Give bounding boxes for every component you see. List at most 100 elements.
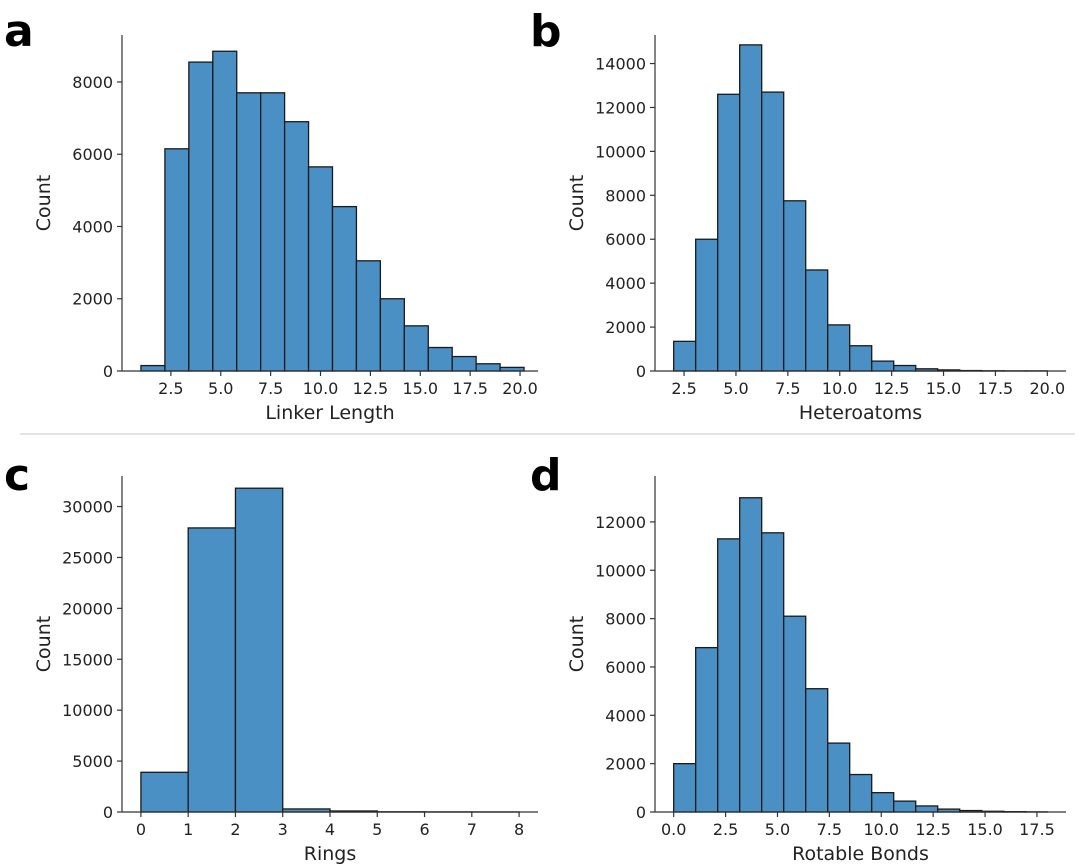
bar (188, 61, 214, 372)
x-tick-label: 15.0 (926, 379, 962, 398)
bar (849, 773, 873, 813)
x-tick-label: 17.5 (978, 379, 1014, 398)
bar (236, 92, 262, 372)
bar (761, 91, 785, 372)
y-tick-label: 8000 (605, 186, 646, 205)
x-tick-label: 10.0 (863, 820, 899, 839)
bar (783, 200, 807, 372)
bar (805, 269, 829, 372)
y-tick-label: 0 (636, 362, 646, 381)
bar (164, 148, 190, 372)
x-tick-label: 5.0 (208, 379, 233, 398)
y-axis-label: Count (566, 616, 588, 672)
bar (673, 340, 697, 372)
x-tick-label: 0 (136, 820, 146, 839)
y-axis-label: Count (566, 175, 588, 231)
y-tick-label: 2000 (605, 755, 646, 774)
chart-panel-d: d 0.0 2.5 5.0 7.5 10.0 12.5 15.0 17.5 0 2000 4000 60… (530, 450, 1066, 865)
y-tick-label: 6000 (605, 658, 646, 677)
chart-panel-b: b 2.5 5.0 7.5 10.0 12.5 15.0 17.5 20.0 0 2000 4000 6… (530, 6, 1066, 424)
x-axis-label: Rotable Bonds (792, 843, 929, 865)
bar (805, 688, 829, 813)
bar (427, 346, 453, 372)
bar (379, 298, 405, 372)
chart-panel-a: a 2.5 5.0 7.5 10.0 12.5 15.0 17.5 20.0 0 2000 4000 6… (4, 6, 538, 424)
bar (871, 360, 895, 372)
bar (212, 50, 238, 372)
y-tick-label: 12000 (595, 98, 646, 117)
bar (739, 44, 763, 372)
x-tick-label: 20.0 (502, 379, 538, 398)
bar (827, 742, 851, 813)
x-tick-label: 12.5 (353, 379, 389, 398)
x-tick-label: 5.0 (765, 820, 790, 839)
chart-panel-c: c 0 1 2 3 4 5 6 7 8 0 5000 10000 15000 20000 25000 30000… (4, 450, 538, 865)
x-tick-label: 6 (419, 820, 429, 839)
x-axis-label: Linker Length (265, 402, 394, 424)
y-tick-label: 25000 (62, 548, 113, 567)
x-tick-label: 10.0 (822, 379, 858, 398)
x-tick-label: 17.5 (1019, 820, 1055, 839)
bar (783, 615, 807, 813)
x-tick-label: 5.0 (723, 379, 748, 398)
y-tick-label: 2000 (72, 290, 113, 309)
bar (475, 363, 501, 372)
bar (761, 532, 785, 813)
x-tick-label: 7.5 (817, 820, 842, 839)
bar (234, 487, 284, 813)
y-tick-label: 0 (636, 803, 646, 822)
x-tick-label: 5 (372, 820, 382, 839)
y-tick-label: 20000 (62, 599, 113, 618)
y-tick-label: 8000 (72, 73, 113, 92)
y-tick-label: 6000 (605, 230, 646, 249)
bar (893, 800, 917, 813)
bar (673, 763, 697, 813)
x-tick-label: 8 (514, 820, 524, 839)
bar (355, 260, 382, 372)
panel-letter-d: d (530, 450, 562, 501)
bar (893, 364, 917, 372)
y-tick-label: 4000 (72, 217, 113, 236)
bar (717, 538, 741, 813)
bar (307, 166, 334, 372)
x-axis-label: Heteroatoms (799, 402, 922, 424)
x-tick-label: 4 (325, 820, 335, 839)
bar (187, 527, 237, 813)
bar (260, 92, 286, 372)
bar (331, 205, 358, 372)
y-axis-label: Count (33, 616, 55, 672)
y-tick-label: 4000 (605, 274, 646, 293)
bar (695, 646, 719, 813)
x-tick-label: 0.0 (661, 820, 686, 839)
bar (140, 771, 189, 813)
bar (827, 324, 851, 372)
x-tick-label: 2.5 (671, 379, 696, 398)
x-axis-label: Rings (304, 843, 356, 865)
x-tick-label: 7 (467, 820, 477, 839)
bar (915, 805, 939, 813)
x-tick-label: 10.0 (303, 379, 339, 398)
y-tick-label: 4000 (605, 706, 646, 725)
bar (283, 121, 310, 372)
x-tick-label: 12.5 (874, 379, 910, 398)
y-tick-label: 10000 (595, 142, 646, 161)
y-tick-label: 14000 (595, 55, 646, 74)
y-tick-label: 8000 (605, 610, 646, 629)
panel-letter-a: a (4, 6, 34, 57)
y-tick-label: 2000 (605, 318, 646, 337)
bar (403, 325, 429, 372)
x-tick-label: 2 (230, 820, 240, 839)
bar (717, 93, 741, 372)
y-tick-label: 5000 (72, 752, 113, 771)
x-tick-label: 7.5 (775, 379, 800, 398)
panel-letter-c: c (4, 450, 30, 501)
y-tick-label: 12000 (595, 513, 646, 532)
x-tick-label: 2.5 (713, 820, 738, 839)
x-tick-label: 7.5 (258, 379, 283, 398)
y-axis-label: Count (33, 175, 55, 231)
bar (140, 364, 166, 372)
y-tick-label: 6000 (72, 145, 113, 164)
y-tick-label: 10000 (62, 701, 113, 720)
x-tick-label: 17.5 (452, 379, 488, 398)
